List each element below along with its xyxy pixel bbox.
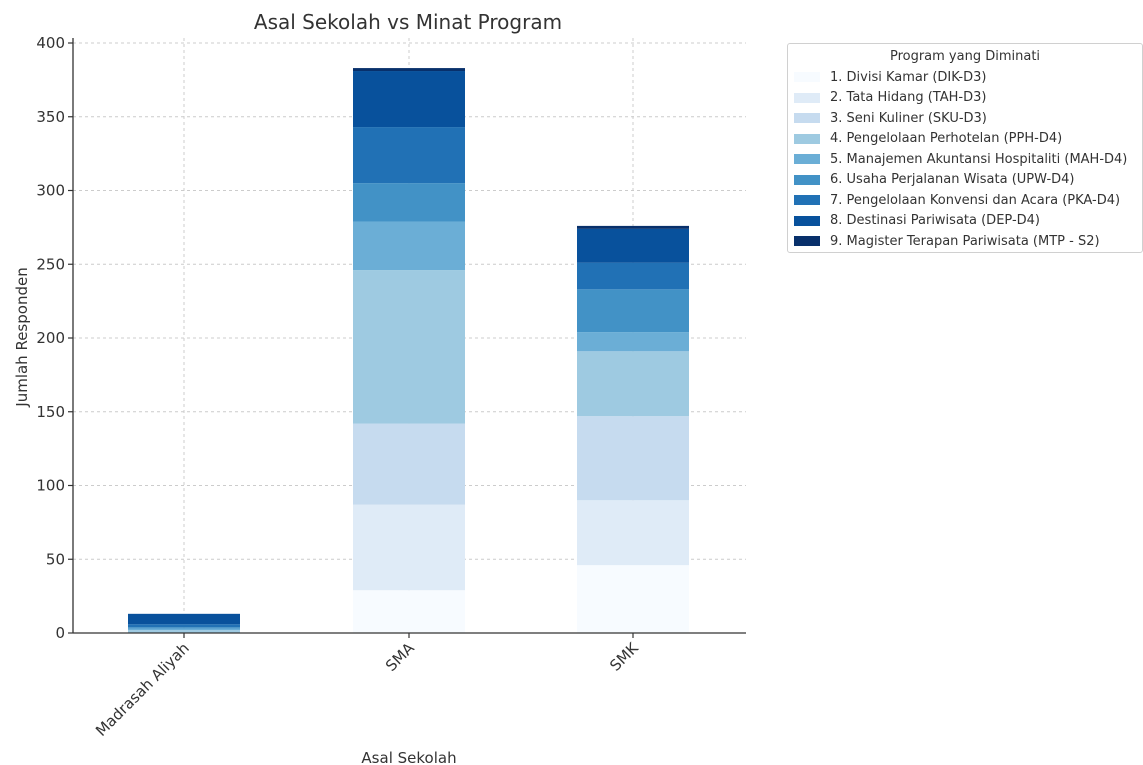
legend-item: 1. Divisi Kamar (DIK-D3) — [794, 69, 986, 85]
y-tick-label: 400 — [36, 34, 65, 52]
legend-label: 5. Manajemen Akuntansi Hospitaliti (MAH-… — [830, 151, 1128, 167]
y-tick-label: 50 — [46, 550, 65, 568]
y-tick-label: 0 — [55, 624, 65, 642]
legend-item: 3. Seni Kuliner (SKU-D3) — [794, 110, 987, 126]
legend-swatch — [794, 113, 820, 123]
bar-segment — [577, 351, 689, 417]
bar-segment — [128, 628, 240, 631]
bar-segment — [353, 221, 465, 271]
bar-segment — [353, 68, 465, 72]
legend-swatch — [794, 215, 820, 226]
legend-title: Program yang Diminati — [889, 49, 1041, 64]
bar-segment — [353, 71, 465, 128]
bar-segment — [353, 590, 465, 633]
legend-swatch — [794, 154, 820, 164]
legend-swatch — [794, 72, 820, 82]
bar-segment — [577, 500, 689, 566]
bar-segment — [353, 270, 465, 424]
bar-segment — [577, 262, 689, 290]
bar-segment — [353, 127, 465, 184]
legend-swatch — [794, 133, 820, 144]
bar-segment — [128, 627, 240, 629]
y-axis-label: Jumlah Responden — [13, 267, 31, 407]
bar-segment — [353, 504, 465, 591]
legend-item: 4. Pengelolaan Perhotelan (PPH-D4) — [794, 131, 1062, 147]
bar-segment — [353, 423, 465, 505]
legend-swatch — [794, 236, 820, 246]
legend-label: 1. Divisi Kamar (DIK-D3) — [830, 69, 987, 85]
y-tick-label: 300 — [36, 182, 65, 200]
legend-item: 6. Usaha Perjalanan Wisata (UPW-D4) — [794, 172, 1075, 188]
legend-swatch — [794, 195, 820, 205]
legend-item: 9. Magister Terapan Pariwisata (MTP - S2… — [794, 233, 1100, 249]
x-axis-label: Asal Sekolah — [361, 749, 456, 765]
legend-label: 7. Pengelolaan Konvensi dan Acara (PKA-D… — [830, 192, 1121, 208]
bars-layer — [128, 68, 689, 633]
bar-segment — [577, 332, 689, 352]
x-tick-label: SMK — [606, 638, 642, 674]
bar-segment — [128, 624, 240, 628]
bar-segment — [577, 416, 689, 501]
x-tick-label: Madrasah Aliyah — [92, 639, 193, 740]
y-tick-label: 250 — [36, 255, 65, 273]
y-tick-label: 150 — [36, 403, 65, 421]
bar-segment — [353, 183, 465, 222]
y-tick-label: 200 — [36, 329, 65, 347]
bar-segment — [577, 228, 689, 263]
bar-segment — [128, 630, 240, 633]
legend-label: 6. Usaha Perjalanan Wisata (UPW-D4) — [830, 172, 1075, 187]
y-tick-label: 100 — [36, 477, 65, 495]
legend-swatch — [794, 174, 820, 185]
bar-segment — [128, 613, 240, 625]
chart-title: Asal Sekolah vs Minat Program — [254, 10, 562, 34]
legend: Program yang Diminati 1. Divisi Kamar (D… — [787, 43, 1143, 253]
legend-item: 2. Tata Hidang (TAH-D3) — [794, 90, 986, 106]
legend-label: 4. Pengelolaan Perhotelan (PPH-D4) — [830, 131, 1063, 146]
bar-segment — [577, 225, 689, 229]
bar-segment — [577, 289, 689, 333]
legend-item: 8. Destinasi Pariwisata (DEP-D4) — [794, 213, 1040, 229]
legend-label: 8. Destinasi Pariwisata (DEP-D4) — [830, 213, 1040, 228]
legend-label: 3. Seni Kuliner (SKU-D3) — [830, 110, 987, 126]
legend-item: 5. Manajemen Akuntansi Hospitaliti (MAH-… — [794, 151, 1127, 167]
legend-label: 9. Magister Terapan Pariwisata (MTP - S2… — [830, 233, 1100, 249]
legend-label: 2. Tata Hidang (TAH-D3) — [830, 90, 987, 105]
bar-segment — [577, 565, 689, 633]
legend-swatch — [794, 92, 820, 103]
x-tick-label: SMA — [382, 639, 418, 675]
y-tick-label: 350 — [36, 108, 65, 126]
legend-item: 7. Pengelolaan Konvensi dan Acara (PKA-D… — [794, 192, 1120, 208]
